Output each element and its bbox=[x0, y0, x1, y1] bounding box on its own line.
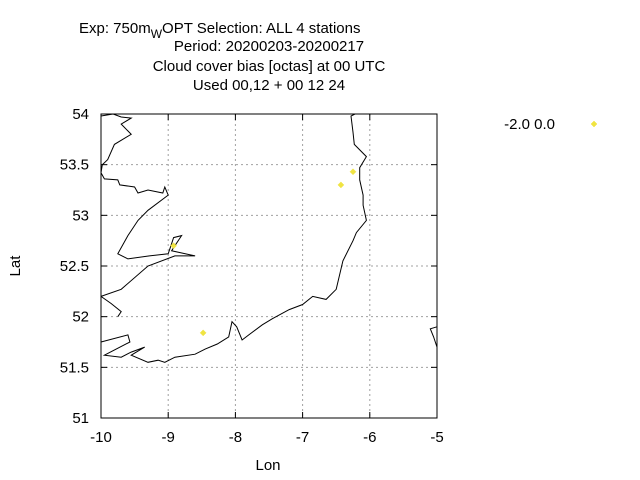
y-tick-label: 53 bbox=[72, 207, 89, 224]
title-line-3: Cloud cover bias [octas] at 00 UTC bbox=[153, 58, 386, 75]
title-line-1-suffix: OPT Selection: ALL 4 stations bbox=[162, 20, 360, 37]
chart-title: Exp: 750mWOPT Selection: ALL 4 stations … bbox=[79, 20, 385, 94]
y-tick-label: 52.5 bbox=[60, 258, 89, 275]
x-axis-ticks: -10 -9 -8 -7 -6 -5 bbox=[90, 114, 444, 446]
x-tick-label: -6 bbox=[363, 429, 376, 446]
coastline-segment bbox=[100, 113, 133, 173]
x-axis-label: Lon bbox=[255, 457, 280, 474]
coastline-segment bbox=[100, 172, 196, 297]
y-tick-label: 53.5 bbox=[60, 157, 89, 174]
y-tick-label: 54 bbox=[72, 106, 89, 123]
title-line-2: Period: 20200203-20200217 bbox=[174, 38, 364, 55]
x-tick-label: -9 bbox=[162, 429, 175, 446]
x-tick-label: -7 bbox=[296, 429, 309, 446]
x-tick-label: -10 bbox=[90, 429, 112, 446]
legend-label: -2.0 0.0 bbox=[504, 116, 555, 133]
y-tick-label: 51 bbox=[72, 410, 89, 427]
y-tick-label: 51.5 bbox=[60, 359, 89, 376]
title-line-1-subscript: W bbox=[151, 27, 163, 41]
coastline-segment bbox=[429, 326, 438, 348]
data-point bbox=[170, 242, 177, 250]
coastline-segment bbox=[100, 295, 122, 317]
coastline-segment bbox=[100, 113, 368, 363]
title-line-1-prefix: Exp: 750m bbox=[79, 20, 151, 37]
grid-lines bbox=[101, 114, 437, 418]
legend: -2.0 0.0 bbox=[504, 116, 598, 133]
y-axis-ticks: 51 51.5 52 52.5 53 53.5 54 bbox=[60, 106, 437, 427]
y-axis-label: Lat bbox=[7, 255, 24, 277]
plot-area bbox=[100, 113, 438, 419]
legend-marker bbox=[590, 120, 598, 128]
x-tick-label: -8 bbox=[229, 429, 242, 446]
data-point bbox=[337, 181, 345, 189]
y-tick-label: 52 bbox=[72, 309, 89, 326]
coastline bbox=[100, 113, 438, 363]
data-point bbox=[199, 329, 207, 337]
data-point bbox=[349, 168, 357, 176]
x-tick-label: -5 bbox=[430, 429, 443, 446]
title-line-4: Used 00,12 + 00 12 24 bbox=[193, 77, 345, 94]
title-line-1: Exp: 750mWOPT Selection: ALL 4 stations bbox=[79, 20, 361, 41]
data-points bbox=[170, 168, 357, 337]
